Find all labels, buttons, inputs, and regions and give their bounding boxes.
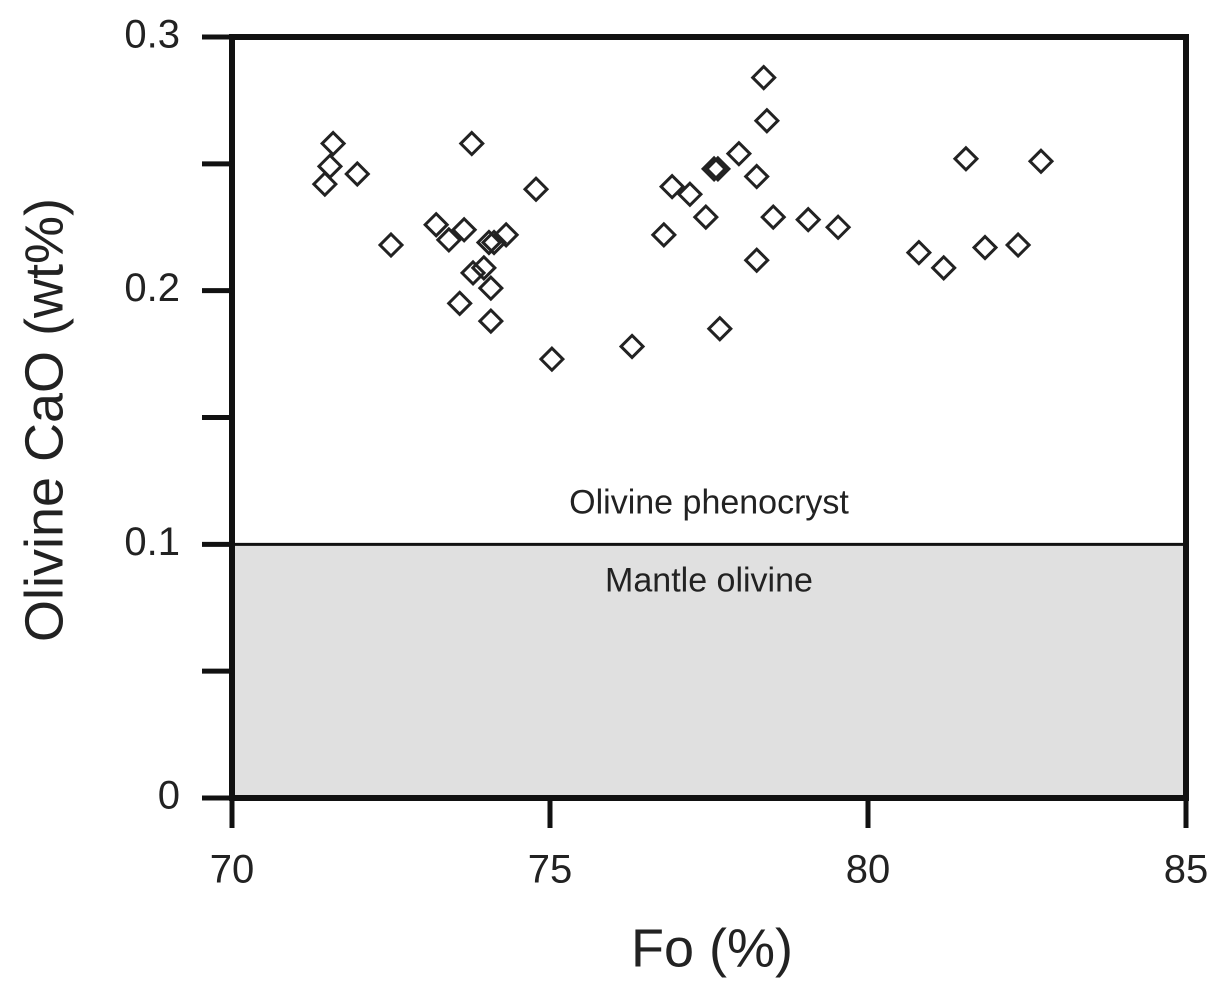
point [753,107,780,134]
band-label: Mantle olivine [605,561,813,599]
y-axis-title: Olivine CaO (wt%) [14,198,74,642]
point [435,226,462,254]
point [477,275,504,302]
point [316,153,344,180]
point [743,247,770,274]
point [676,181,704,208]
y-tick-label: 0.2 [124,266,180,310]
x-axis-title: Fo (%) [631,918,793,978]
point [344,160,371,188]
point [704,155,732,183]
x-tick-label: 85 [1164,848,1209,892]
point [377,231,405,259]
point [477,307,504,335]
point [706,315,733,342]
point [492,221,520,248]
point [451,216,478,243]
point [824,214,852,241]
point [458,130,485,157]
point [522,176,550,203]
point [930,254,957,281]
point [475,229,503,256]
point [658,173,686,200]
point [459,259,487,287]
point [750,64,777,91]
point [700,155,728,183]
x-tick-label: 75 [528,848,573,892]
point [1004,231,1032,259]
x-tick-label: 70 [210,848,255,892]
band [232,544,1186,798]
point [692,203,719,231]
point [423,211,450,238]
point [538,346,566,373]
point [1027,148,1055,175]
point [795,206,822,233]
point [320,130,347,157]
point [760,203,787,231]
y-tick-label: 0.1 [124,520,180,564]
point [725,140,753,167]
point [650,221,677,248]
y-tick-label: 0.3 [124,13,180,57]
x-tick-label: 80 [846,848,891,892]
y-tick-label: 0 [158,774,180,818]
point [905,239,933,266]
point [971,234,999,261]
point [446,290,473,317]
point [470,254,497,281]
point [480,229,508,256]
point [952,145,980,172]
annotation: Olivine phenocryst [569,483,849,521]
point [618,333,646,360]
point [743,163,770,190]
point [311,171,338,198]
